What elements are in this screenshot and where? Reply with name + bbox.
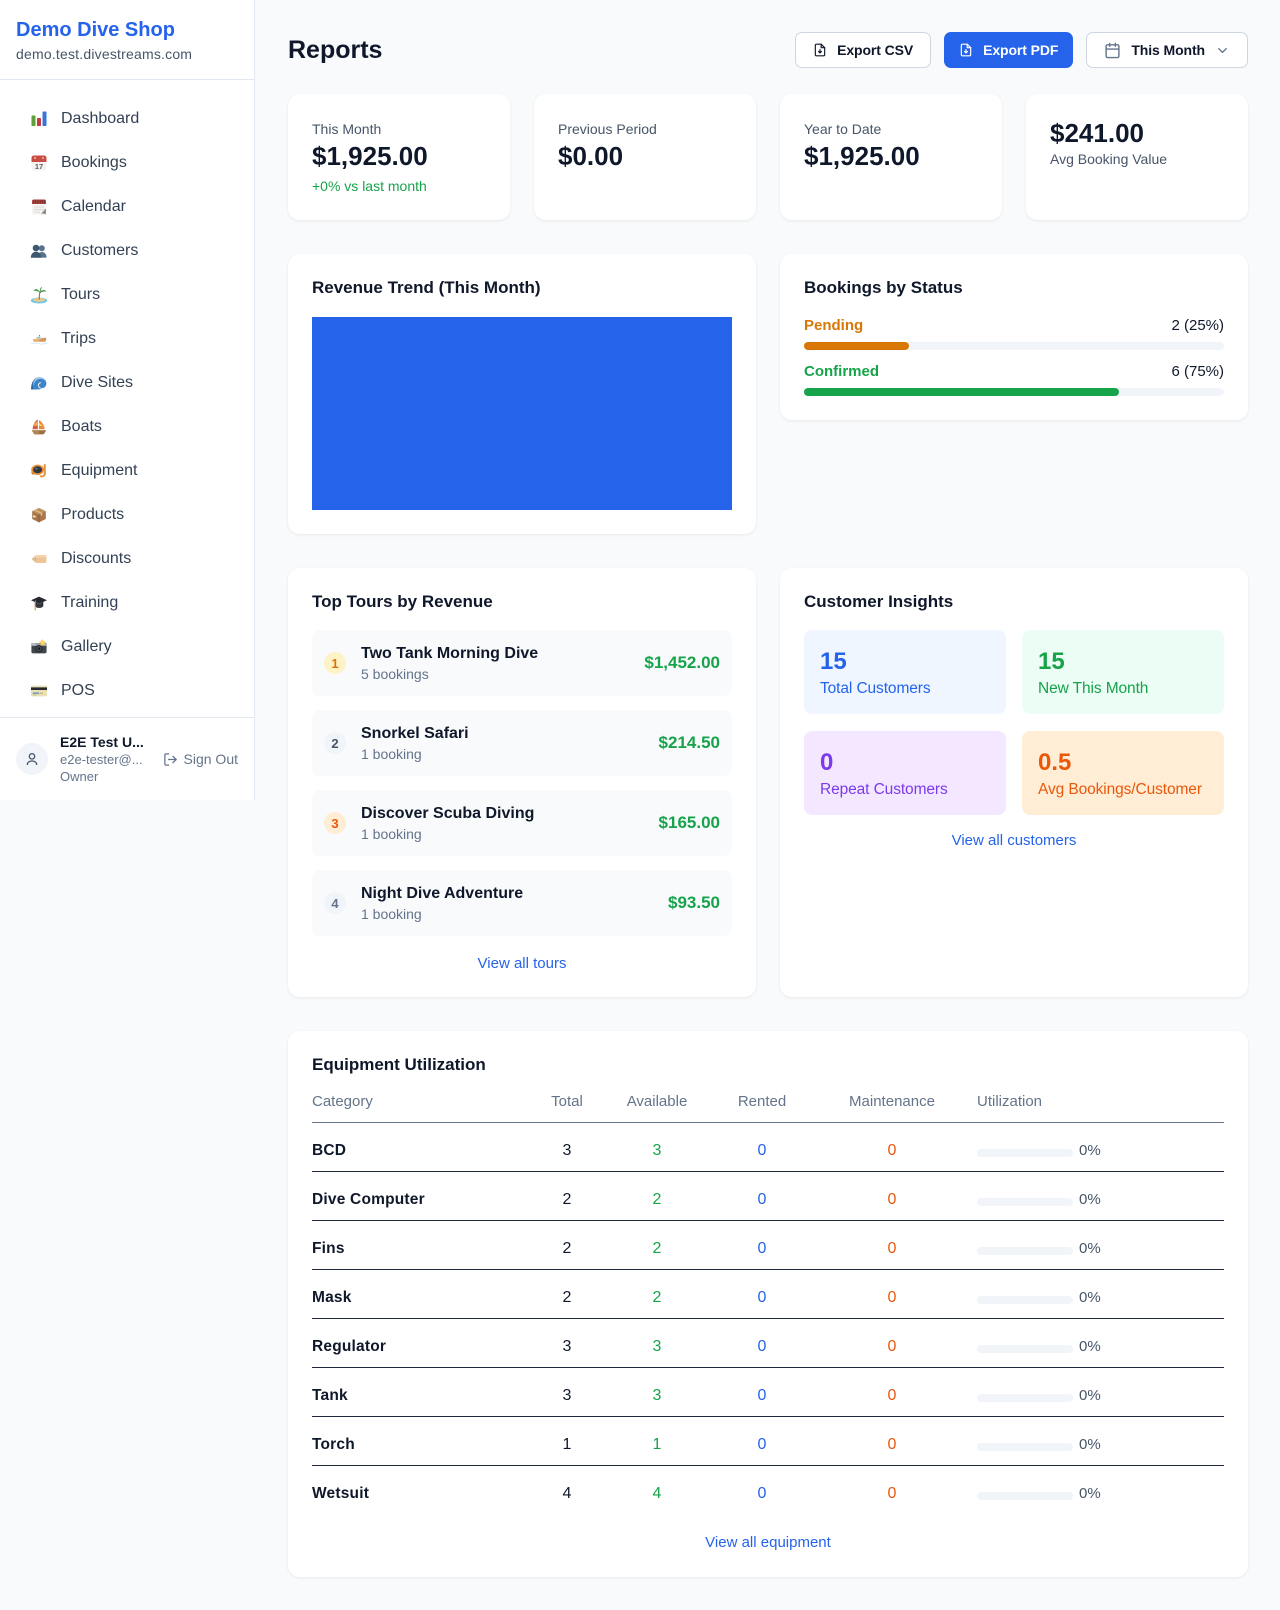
svg-text:17: 17 <box>35 162 43 171</box>
